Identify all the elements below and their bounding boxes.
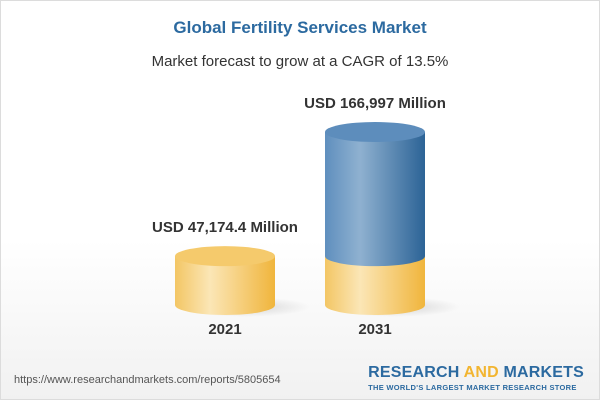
bar-2031-growth-body <box>325 132 425 267</box>
data-label: USD 47,174.4 Million <box>152 219 298 236</box>
bar-2031-growth-top <box>325 122 425 142</box>
source-url[interactable]: https://www.researchandmarkets.com/repor… <box>14 374 281 386</box>
chart-subtitle: Market forecast to grow at a CAGR of 13.… <box>151 53 449 70</box>
bar-2021-top <box>175 246 275 267</box>
category-label: 2031 <box>358 321 391 338</box>
bar-2031-base-body <box>325 256 425 315</box>
bar-2021-body <box>175 256 275 315</box>
data-label: USD 166,997 Million <box>304 95 446 112</box>
brand-logo: RESEARCH AND MARKETS THE WORLD'S LARGEST… <box>368 364 584 392</box>
category-label: 2021 <box>208 321 241 338</box>
chart-title: Global Fertility Services Market <box>173 18 427 37</box>
